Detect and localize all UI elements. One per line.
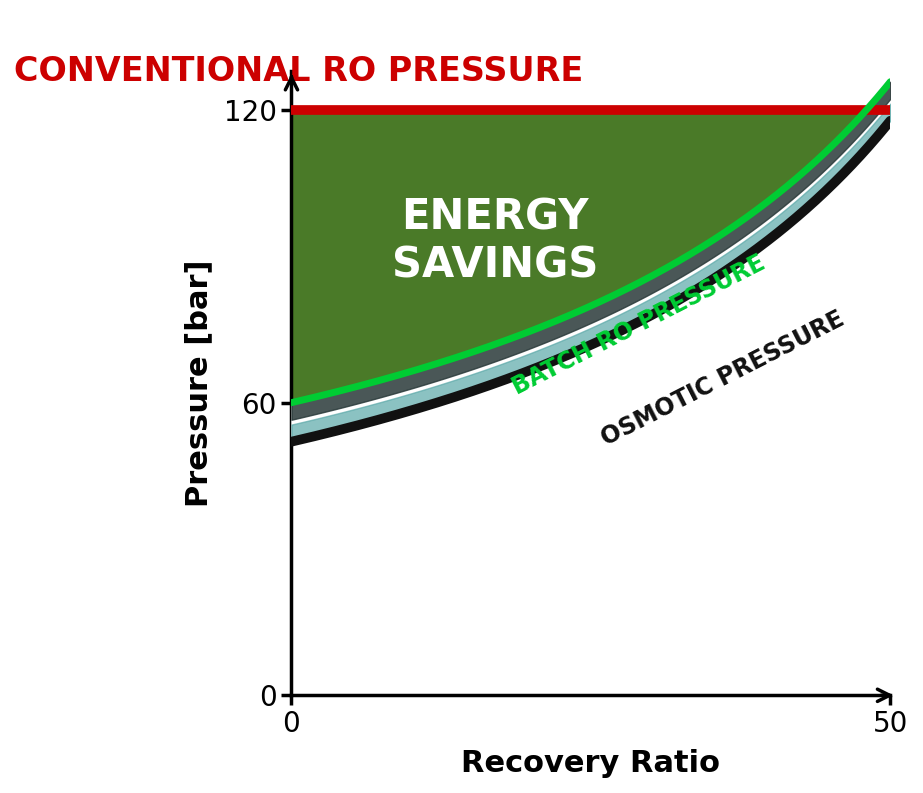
Text: BATCH RO PRESSURE: BATCH RO PRESSURE bbox=[509, 251, 769, 399]
Text: ENERGY
SAVINGS: ENERGY SAVINGS bbox=[392, 197, 598, 287]
Text: CONVENTIONAL RO PRESSURE: CONVENTIONAL RO PRESSURE bbox=[14, 55, 583, 88]
X-axis label: Recovery Ratio: Recovery Ratio bbox=[462, 749, 720, 778]
Y-axis label: Pressure [bar]: Pressure [bar] bbox=[184, 259, 213, 507]
Text: OSMOTIC PRESSURE: OSMOTIC PRESSURE bbox=[597, 306, 848, 450]
